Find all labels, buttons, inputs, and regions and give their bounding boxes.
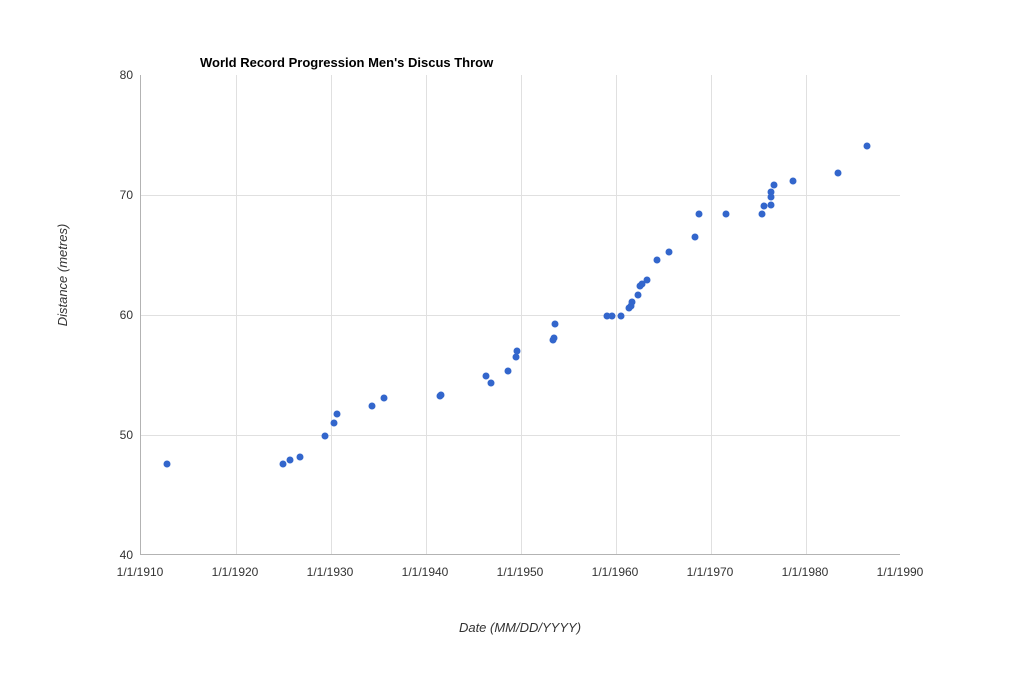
x-tick-label: 1/1/1980	[782, 565, 829, 579]
data-point	[768, 189, 775, 196]
y-tick-label: 50	[105, 428, 133, 442]
data-point	[695, 211, 702, 218]
data-point	[789, 178, 796, 185]
data-point	[767, 201, 774, 208]
data-point	[835, 169, 842, 176]
data-point	[653, 257, 660, 264]
data-point	[863, 143, 870, 150]
data-point	[644, 276, 651, 283]
data-point	[163, 461, 170, 468]
y-axis-label: Distance (metres)	[55, 175, 70, 375]
data-point	[550, 334, 557, 341]
x-tick-label: 1/1/1940	[402, 565, 449, 579]
data-point	[381, 394, 388, 401]
discus-record-chart: World Record Progression Men's Discus Th…	[0, 0, 1024, 691]
data-point	[514, 348, 521, 355]
data-point	[513, 354, 520, 361]
plot-area	[140, 75, 900, 555]
y-tick-label: 40	[105, 548, 133, 562]
data-point	[333, 411, 340, 418]
data-point	[330, 419, 337, 426]
x-tick-label: 1/1/1950	[497, 565, 544, 579]
data-point	[551, 320, 558, 327]
data-point	[322, 433, 329, 440]
data-point	[296, 453, 303, 460]
data-point	[628, 298, 635, 305]
y-tick-label: 70	[105, 188, 133, 202]
data-point	[609, 313, 616, 320]
data-point	[634, 292, 641, 299]
gridline-h	[141, 195, 900, 196]
y-tick-label: 80	[105, 68, 133, 82]
data-point	[770, 181, 777, 188]
y-tick-label: 60	[105, 308, 133, 322]
data-point	[666, 249, 673, 256]
data-point	[438, 391, 445, 398]
x-tick-label: 1/1/1960	[592, 565, 639, 579]
x-tick-label: 1/1/1970	[687, 565, 734, 579]
data-point	[617, 313, 624, 320]
data-point	[723, 211, 730, 218]
data-point	[691, 233, 698, 240]
gridline-h	[141, 435, 900, 436]
x-tick-label: 1/1/1920	[212, 565, 259, 579]
x-tick-label: 1/1/1910	[117, 565, 164, 579]
gridline-h	[141, 315, 900, 316]
x-axis-label: Date (MM/DD/YYYY)	[370, 620, 670, 635]
data-point	[368, 402, 375, 409]
data-point	[287, 457, 294, 464]
data-point	[482, 372, 489, 379]
data-point	[759, 211, 766, 218]
data-point	[504, 368, 511, 375]
data-point	[279, 460, 286, 467]
chart-title: World Record Progression Men's Discus Th…	[200, 55, 493, 70]
x-tick-label: 1/1/1990	[877, 565, 924, 579]
x-tick-label: 1/1/1930	[307, 565, 354, 579]
data-point	[487, 379, 494, 386]
